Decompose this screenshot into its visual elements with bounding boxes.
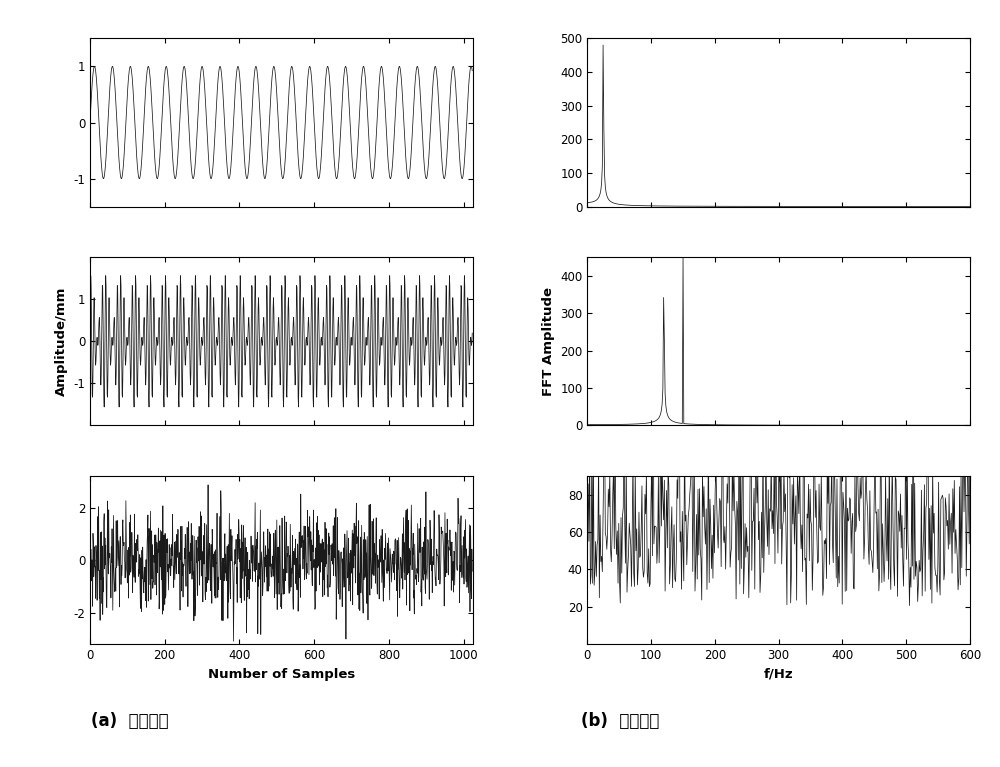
Text: (a)  时域波形: (a) 时域波形 — [91, 712, 169, 730]
X-axis label: Number of Samples: Number of Samples — [208, 668, 355, 680]
Text: (b)  频域波形: (b) 频域波形 — [581, 712, 659, 730]
X-axis label: f/Hz: f/Hz — [764, 668, 794, 680]
Y-axis label: FFT Amplitude: FFT Amplitude — [542, 287, 555, 396]
Y-axis label: Amplitude/mm: Amplitude/mm — [55, 287, 68, 396]
